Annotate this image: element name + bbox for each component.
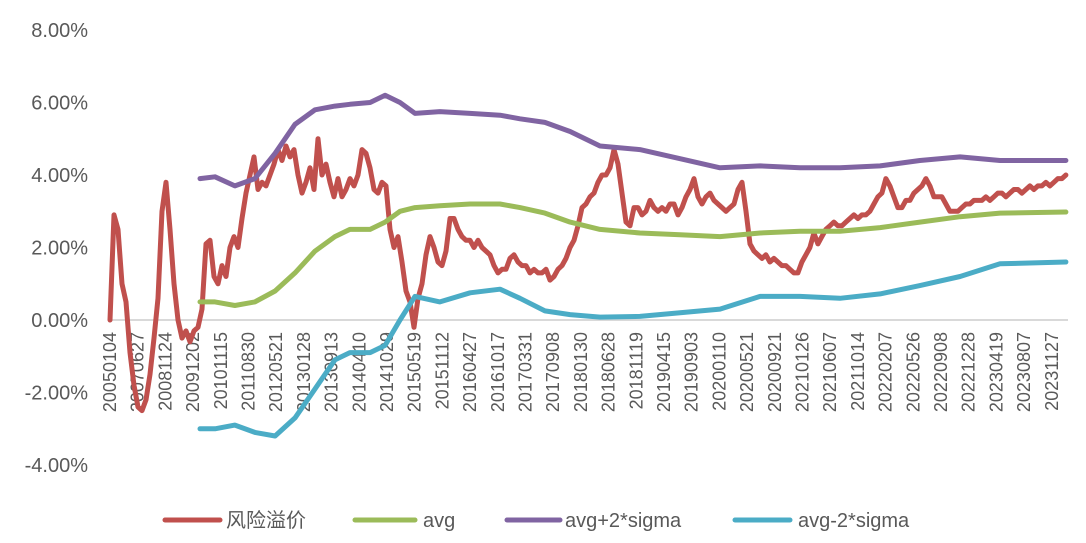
x-tick-label: 20050104	[100, 332, 120, 412]
y-tick-label: -4.00%	[25, 455, 89, 477]
y-tick-label: 0.00%	[31, 310, 88, 332]
x-tick-label: 20130128	[294, 332, 314, 412]
x-tick-label: 20210607	[820, 332, 840, 412]
legend-item: avg	[352, 510, 455, 532]
legend-label: 风险溢价	[226, 509, 306, 532]
x-tick-label: 20150519	[405, 332, 425, 412]
x-tick-label: 20141029	[377, 332, 397, 412]
x-tick-label: 20220207	[876, 332, 896, 412]
x-tick-label: 20120521	[266, 332, 286, 412]
x-tick-label: 20151112	[432, 332, 452, 409]
x-tick-label: 20160427	[460, 332, 480, 412]
x-tick-label: 20220526	[903, 332, 923, 412]
x-tick-label: 20190415	[654, 332, 674, 412]
y-axis-ticks: 8.00% 6.00% 4.00% 2.00% 0.00% -2.00% -4.00%	[25, 20, 89, 477]
x-tick-label: 20101115	[211, 332, 231, 409]
series-line-avg-2-sigma	[197, 92, 1069, 189]
x-tick-label: 20230807	[1014, 332, 1034, 412]
series-lines	[107, 92, 1069, 439]
legend: 风险溢价 avg avg+2*sigma avg-2*sigma	[162, 509, 910, 532]
series-line-avg	[197, 201, 1069, 308]
x-tick-label: 20180628	[599, 332, 619, 412]
x-tick-label: 20200110	[709, 332, 729, 411]
x-tick-label: 20210126	[793, 332, 813, 412]
x-tick-label: 20161017	[488, 332, 508, 412]
x-tick-label: 20180130	[571, 332, 591, 412]
x-axis-ticks: 20050104 20070627 20081124 20091202 20101115…	[100, 332, 1062, 412]
x-tick-label: 20221228	[959, 332, 979, 412]
x-tick-label: 20230419	[986, 332, 1006, 412]
y-tick-label: 6.00%	[31, 93, 88, 115]
y-tick-label: 4.00%	[31, 165, 88, 187]
x-tick-label: 20181119	[626, 332, 646, 409]
x-tick-label: 20140410	[349, 332, 369, 412]
legend-label: avg	[423, 510, 455, 532]
x-tick-label: 20200521	[737, 332, 757, 412]
x-tick-label: 20130913	[322, 332, 342, 412]
x-tick-label: 20190903	[682, 332, 702, 412]
x-tick-label: 20231127	[1042, 332, 1062, 411]
series-line-avg-2-sigma	[197, 259, 1069, 439]
legend-label: avg-2*sigma	[798, 510, 910, 532]
x-tick-label: 20211014	[848, 332, 868, 411]
x-tick-label: 20110830	[239, 332, 259, 411]
x-tick-label: 20081124	[155, 332, 175, 411]
y-tick-label: -2.00%	[25, 383, 89, 405]
x-tick-label: 20091202	[183, 332, 203, 412]
y-tick-label: 8.00%	[31, 20, 88, 42]
legend-item: avg-2*sigma	[732, 510, 910, 532]
x-tick-label: 20170331	[516, 332, 536, 412]
x-tick-label: 20070627	[128, 332, 148, 412]
legend-item: avg+2*sigma	[504, 510, 682, 532]
x-tick-label: 20200921	[765, 332, 785, 412]
legend-item: 风险溢价	[162, 509, 306, 532]
legend-label: avg+2*sigma	[565, 510, 682, 532]
x-tick-label: 20220908	[931, 332, 951, 412]
x-tick-label: 20170908	[543, 332, 563, 412]
y-tick-label: 2.00%	[31, 238, 88, 260]
series-line-risk-premium	[107, 136, 1069, 414]
